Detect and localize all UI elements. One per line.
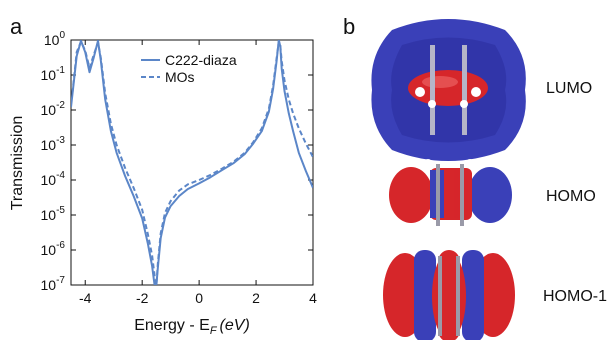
orbital-label-lumo: LUMO <box>546 80 593 97</box>
y-tick-label: 10-7 <box>41 275 66 293</box>
x-axis-ticks: -4 -2 0 2 4 <box>79 40 317 306</box>
legend-label-series-2: MOs <box>165 69 195 85</box>
x-tick-label: 4 <box>309 290 317 306</box>
y-tick-label: 10-4 <box>41 170 66 188</box>
y-axis-title: Transmission <box>9 116 26 211</box>
x-tick-label: -4 <box>79 290 92 306</box>
plot-frame <box>70 39 314 286</box>
homo-1-isosurface <box>383 250 515 340</box>
y-tick-label: 10-3 <box>41 135 66 153</box>
legend: C222-diaza MOs <box>141 52 237 85</box>
series-line-2 <box>71 40 313 285</box>
lumo-isosurface <box>371 19 526 161</box>
legend-label-series-1: C222-diaza <box>165 52 237 68</box>
y-tick-label: 100 <box>44 30 66 48</box>
x-tick-label: -2 <box>136 290 149 306</box>
x-axis-title-sub: F <box>210 325 218 337</box>
x-axis-title: Energy - EF (eV) <box>134 317 250 337</box>
panel-a-letter: a <box>10 14 23 39</box>
x-tick-label: 2 <box>252 290 260 306</box>
y-tick-label: 10-5 <box>41 205 66 223</box>
orbital-panel <box>371 19 526 340</box>
y-tick-label: 10-2 <box>41 100 66 118</box>
x-axis-title-unit: (eV) <box>220 317 250 334</box>
x-axis-title-main: Energy - E <box>134 317 210 334</box>
panel-b-letter: b <box>343 14 356 39</box>
series-layer <box>71 40 313 285</box>
y-tick-label: 10-1 <box>41 65 66 83</box>
orbital-label-homo-1: HOMO-1 <box>543 288 607 305</box>
y-tick-label: 10-6 <box>41 240 66 258</box>
homo-isosurface <box>389 159 512 229</box>
orbital-label-homo: HOMO <box>546 188 596 205</box>
x-tick-label: 0 <box>195 290 203 306</box>
